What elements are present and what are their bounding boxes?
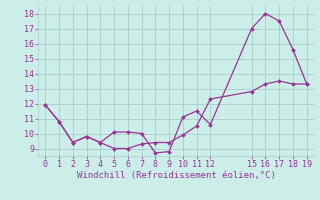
X-axis label: Windchill (Refroidissement éolien,°C): Windchill (Refroidissement éolien,°C) — [76, 171, 276, 180]
